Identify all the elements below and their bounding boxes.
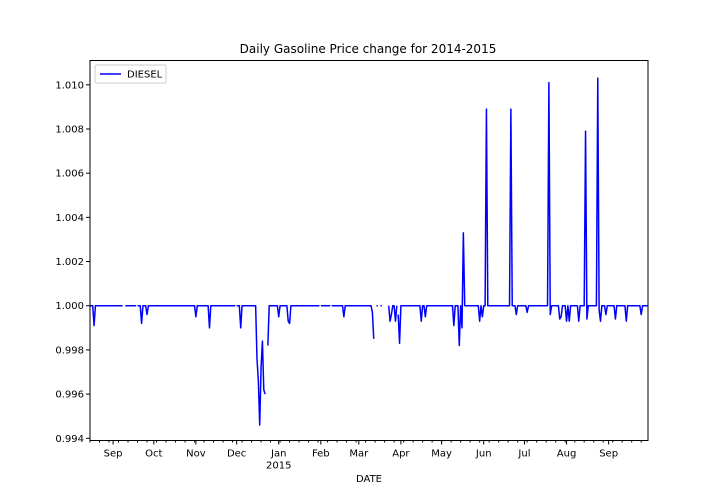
x-tick-year-label: 2015 (266, 461, 291, 472)
x-tick-label: Nov (186, 449, 206, 460)
x-tick-label: Feb (312, 449, 330, 460)
series-line-diesel (331, 304, 375, 339)
x-tick-label: Mar (349, 449, 369, 460)
legend-label-diesel: DIESEL (127, 70, 163, 81)
x-tick-label: Aug (557, 449, 577, 460)
y-tick-label: 1.006 (55, 169, 84, 180)
series-line-diesel (397, 77, 648, 347)
y-tick-label: 0.994 (55, 434, 84, 445)
legend: DIESEL (94, 64, 167, 84)
plot-area (90, 77, 648, 426)
x-tick-label: Sep (599, 449, 618, 460)
legend-box (94, 64, 167, 84)
x-tick-label: Jul (517, 449, 530, 460)
x-tick-label: Dec (227, 449, 246, 460)
series-line-diesel (90, 304, 123, 327)
series-line-diesel (137, 304, 236, 329)
y-tick-label: 0.996 (55, 390, 84, 401)
x-tick-label: Jun (475, 449, 492, 460)
y-tick-label: 1.004 (55, 213, 84, 224)
plot-frame (89, 60, 649, 441)
y-tick-label: 1.008 (55, 124, 84, 135)
x-axis-label: DATE (356, 474, 382, 485)
chart-title: Daily Gasoline Price change for 2014-201… (240, 42, 497, 56)
x-tick-label: Apr (392, 449, 410, 460)
series-line-diesel (236, 304, 266, 426)
series-line-diesel (267, 304, 320, 346)
y-tick-label: 1.010 (55, 80, 84, 91)
series-line-diesel (387, 304, 398, 322)
x-tick-label: May (431, 449, 452, 460)
x-tick-label: Jan (270, 449, 286, 460)
y-tick-label: 0.998 (55, 345, 84, 356)
y-tick-label: 1.002 (55, 257, 84, 268)
y-tick-label: 1.000 (55, 301, 84, 312)
x-tick-label: Sep (104, 449, 123, 460)
x-tick-label: Oct (145, 449, 162, 460)
y-axis: 0.994 0.996 0.998 1.000 1.002 1.004 1.006 1.008… (55, 80, 90, 445)
